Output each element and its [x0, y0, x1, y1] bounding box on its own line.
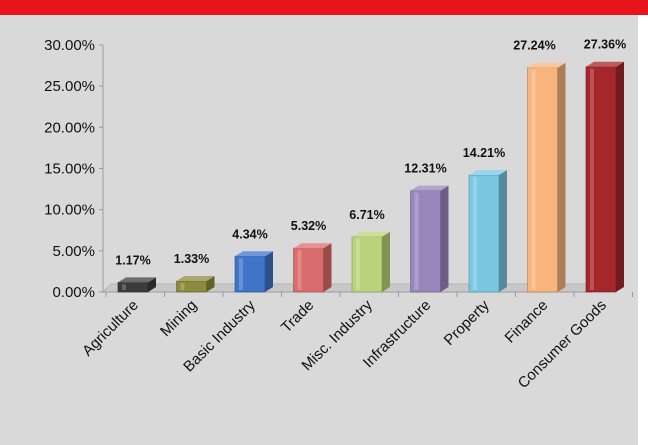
- bar: [293, 243, 332, 293]
- data-label: 1.33%: [174, 252, 209, 266]
- data-label: 6.71%: [349, 208, 384, 222]
- data-labels: 1.17% 1.33% 4.34% 5.32% 6.71% 12.31% 14.21% 27.…: [115, 38, 626, 268]
- bar: [351, 231, 390, 293]
- category-label: Trade: [278, 297, 317, 336]
- bar-highlight: [531, 69, 536, 290]
- bar-side: [148, 277, 156, 292]
- bar-top: [176, 276, 215, 282]
- y-tick-label: 10.00%: [44, 202, 95, 219]
- bar-top: [352, 231, 390, 237]
- data-label: 27.24%: [513, 39, 555, 53]
- bar: [234, 251, 273, 293]
- category-label: Property: [441, 296, 493, 348]
- bar-side: [499, 170, 507, 292]
- bar: [117, 277, 156, 293]
- bar-side: [382, 231, 390, 292]
- bar-highlight: [356, 238, 360, 290]
- bar-top: [410, 185, 449, 191]
- y-tick-label: 20.00%: [44, 119, 95, 136]
- category-label: Mining: [157, 297, 200, 340]
- bar-side: [557, 62, 566, 292]
- data-label: 14.21%: [463, 146, 505, 160]
- bar-side: [323, 243, 332, 292]
- bar-top: [293, 243, 332, 249]
- bar: [468, 170, 507, 293]
- bar: [176, 276, 215, 293]
- category-label: Finance: [502, 297, 552, 347]
- bar: [585, 61, 624, 293]
- y-tick-label: 0.00%: [52, 284, 95, 301]
- bar-highlight: [180, 283, 185, 290]
- bar-highlight: [590, 68, 594, 291]
- bar-highlight: [122, 284, 126, 290]
- bar-side: [206, 276, 215, 292]
- bar-top: [586, 61, 624, 67]
- bar-top: [469, 170, 507, 176]
- bar-highlight: [297, 250, 302, 290]
- bar-side: [265, 251, 273, 292]
- y-tick-label: 30.00%: [44, 37, 95, 54]
- bars: [117, 61, 624, 293]
- data-label: 27.36%: [584, 38, 626, 52]
- data-label: 1.17%: [115, 253, 150, 267]
- bar-top: [118, 277, 156, 283]
- data-label: 4.34%: [232, 227, 267, 241]
- bar-side: [616, 61, 624, 293]
- bar-highlight: [473, 177, 477, 290]
- data-label: 5.32%: [291, 219, 326, 233]
- y-tick-label: 25.00%: [44, 78, 95, 95]
- y-tick-label: 15.00%: [44, 161, 95, 178]
- y-tick-label: 5.00%: [52, 243, 95, 260]
- bar: [410, 185, 449, 293]
- bar-side: [440, 185, 449, 292]
- bar-highlight: [414, 192, 419, 290]
- category-label: Agriculture: [79, 297, 142, 360]
- bar: [527, 62, 566, 293]
- bar-highlight: [239, 258, 243, 290]
- bar-top: [235, 251, 273, 257]
- header-band: [0, 0, 648, 15]
- data-label: 12.31%: [404, 162, 446, 176]
- bar-top: [527, 62, 566, 68]
